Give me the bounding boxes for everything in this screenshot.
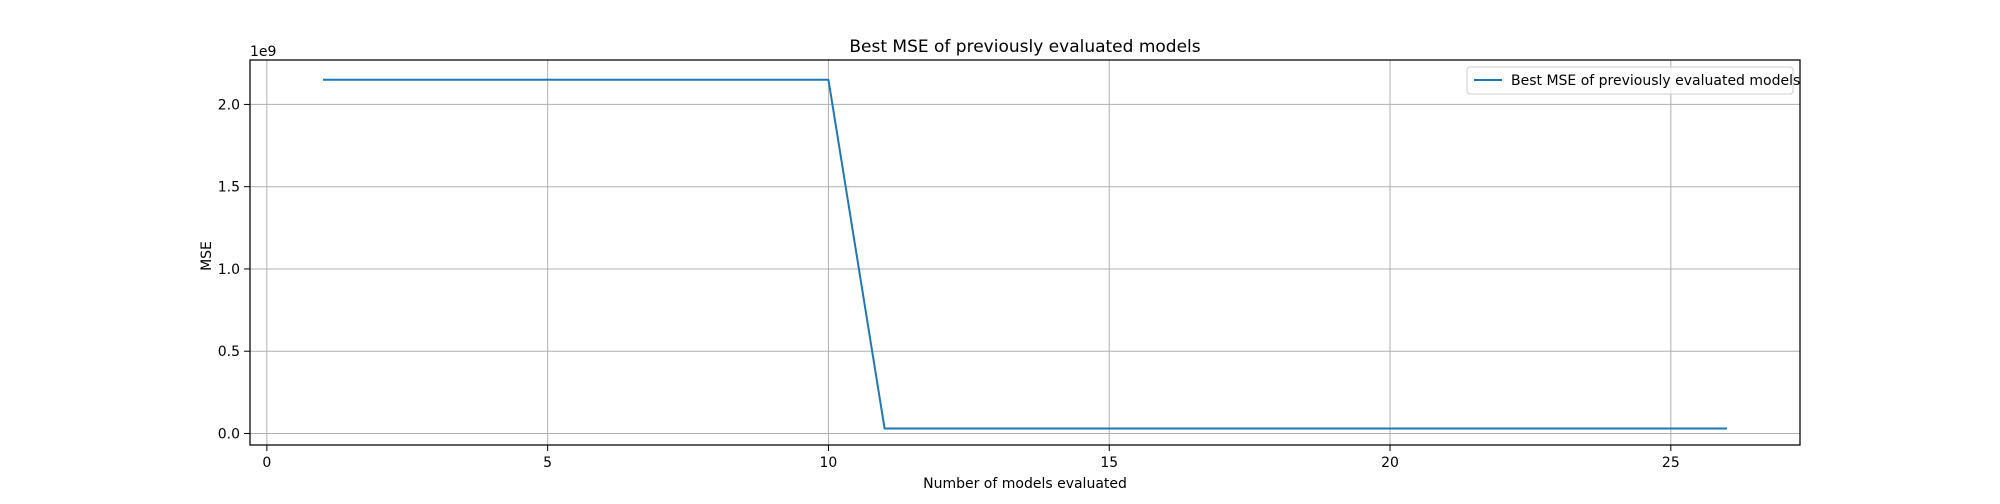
series-line [323,78,1727,430]
chart-title: Best MSE of previously evaluated models [849,37,1200,57]
y-tick-label: 2.0 [218,97,240,113]
x-tick-label: 15 [1100,455,1118,471]
plot-frame [249,59,1801,446]
ticks-layer: 0 5 10 15 20 25 0.0 0.5 1.0 1.5 2.0 [218,97,1680,471]
y-axis-label: MSE [199,241,215,271]
y-tick-label: 0.0 [218,426,240,442]
legend-label: Best MSE of previously evaluated models [1511,73,1800,89]
x-tick-label: 5 [543,455,552,471]
legend-box [1466,66,1794,95]
x-tick-label: 20 [1381,455,1399,471]
x-tick-label: 25 [1662,455,1680,471]
legend: Best MSE of previously evaluated models [1466,66,1800,95]
series-layer [323,78,1727,430]
y-offset-text: 1e9 [250,44,276,60]
grid-layer [250,60,1800,445]
y-tick-label: 1.0 [218,262,240,278]
y-tick-label: 0.5 [218,344,240,360]
x-axis-label: Number of models evaluated [923,476,1127,492]
y-tick-label: 1.5 [218,180,240,196]
x-tick-label: 0 [262,455,271,471]
x-tick-label: 10 [820,455,838,471]
